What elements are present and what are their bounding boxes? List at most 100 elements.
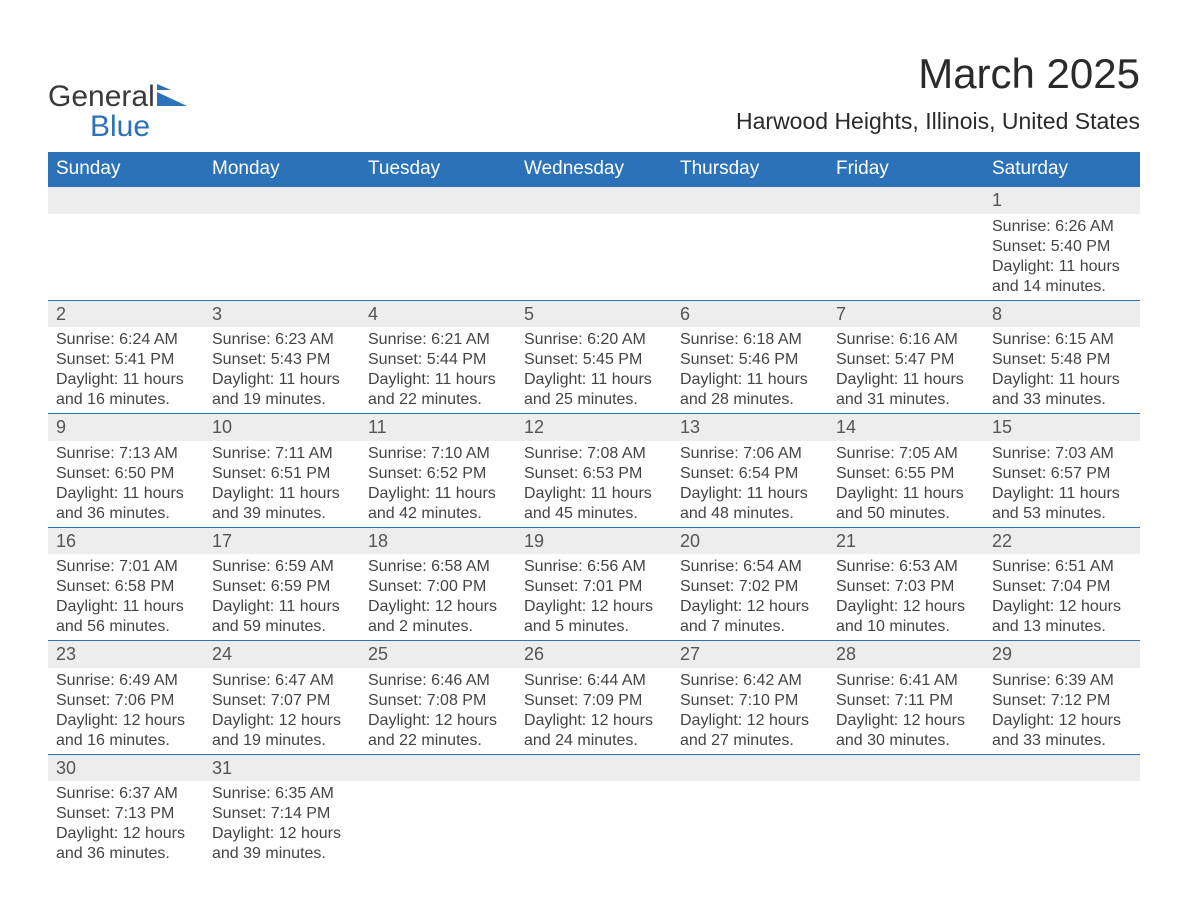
calendar-page: General Blue March 2025 Harwood Heights,…: [0, 0, 1188, 887]
sunset-text: Sunset: 6:53 PM: [524, 464, 664, 484]
day-number: 1: [992, 190, 1002, 210]
sunset-text: Sunset: 6:57 PM: [992, 464, 1132, 484]
day-number-cell: 8: [984, 300, 1140, 327]
day-number-cell: [516, 754, 672, 781]
daynum-row: 16171819202122: [48, 527, 1140, 554]
day-number-cell: 13: [672, 414, 828, 441]
daylight-text-2: and 53 minutes.: [992, 504, 1132, 524]
day-number: 23: [56, 644, 76, 664]
daylight-text-2: and 5 minutes.: [524, 617, 664, 637]
day-number: 22: [992, 531, 1012, 551]
day-number-cell: 16: [48, 527, 204, 554]
sunrise-text: Sunrise: 6:51 AM: [992, 557, 1132, 577]
day-number-cell: 26: [516, 641, 672, 668]
day-number-cell: [516, 187, 672, 214]
sunrise-text: Sunrise: 7:11 AM: [212, 444, 352, 464]
day-detail-cell: Sunrise: 6:54 AMSunset: 7:02 PMDaylight:…: [672, 554, 828, 641]
sunrise-text: Sunrise: 7:03 AM: [992, 444, 1132, 464]
daylight-text-1: Daylight: 11 hours: [212, 484, 352, 504]
sunset-text: Sunset: 6:55 PM: [836, 464, 976, 484]
sunset-text: Sunset: 7:13 PM: [56, 804, 196, 824]
day-number: 4: [368, 304, 378, 324]
weekday-header: Sunday: [48, 152, 204, 187]
details-row: Sunrise: 6:24 AMSunset: 5:41 PMDaylight:…: [48, 327, 1140, 414]
daylight-text-2: and 30 minutes.: [836, 731, 976, 751]
day-detail-cell: Sunrise: 6:21 AMSunset: 5:44 PMDaylight:…: [360, 327, 516, 414]
daylight-text-1: Daylight: 11 hours: [212, 597, 352, 617]
sunset-text: Sunset: 7:04 PM: [992, 577, 1132, 597]
month-title: March 2025: [736, 50, 1140, 98]
day-detail-cell: Sunrise: 7:06 AMSunset: 6:54 PMDaylight:…: [672, 441, 828, 528]
day-detail-cell: Sunrise: 6:39 AMSunset: 7:12 PMDaylight:…: [984, 668, 1140, 755]
day-number: 8: [992, 304, 1002, 324]
sunset-text: Sunset: 7:07 PM: [212, 691, 352, 711]
sunrise-text: Sunrise: 6:42 AM: [680, 671, 820, 691]
day-number: 6: [680, 304, 690, 324]
sunrise-text: Sunrise: 6:39 AM: [992, 671, 1132, 691]
sunset-text: Sunset: 5:40 PM: [992, 237, 1132, 257]
daylight-text-2: and 19 minutes.: [212, 390, 352, 410]
sunset-text: Sunset: 7:09 PM: [524, 691, 664, 711]
day-number: 17: [212, 531, 232, 551]
daylight-text-2: and 39 minutes.: [212, 844, 352, 864]
daylight-text-2: and 33 minutes.: [992, 731, 1132, 751]
daylight-text-2: and 42 minutes.: [368, 504, 508, 524]
day-detail-cell: Sunrise: 6:26 AMSunset: 5:40 PMDaylight:…: [984, 214, 1140, 301]
day-number-cell: [828, 187, 984, 214]
daylight-text-1: Daylight: 12 hours: [524, 711, 664, 731]
day-number-cell: [360, 187, 516, 214]
day-number-cell: 29: [984, 641, 1140, 668]
daylight-text-2: and 33 minutes.: [992, 390, 1132, 410]
daylight-text-1: Daylight: 11 hours: [368, 484, 508, 504]
day-number-cell: [48, 187, 204, 214]
daylight-text-2: and 56 minutes.: [56, 617, 196, 637]
day-number: 29: [992, 644, 1012, 664]
sunrise-text: Sunrise: 7:05 AM: [836, 444, 976, 464]
sunrise-text: Sunrise: 6:44 AM: [524, 671, 664, 691]
daylight-text-2: and 19 minutes.: [212, 731, 352, 751]
day-detail-cell: Sunrise: 7:13 AMSunset: 6:50 PMDaylight:…: [48, 441, 204, 528]
weekday-header: Wednesday: [516, 152, 672, 187]
daylight-text-2: and 45 minutes.: [524, 504, 664, 524]
day-number: 5: [524, 304, 534, 324]
daylight-text-2: and 39 minutes.: [212, 504, 352, 524]
day-detail-cell: [360, 781, 516, 867]
brand-word-1: General: [48, 80, 155, 113]
day-detail-cell: Sunrise: 7:03 AMSunset: 6:57 PMDaylight:…: [984, 441, 1140, 528]
daylight-text-1: Daylight: 11 hours: [368, 370, 508, 390]
day-number: 27: [680, 644, 700, 664]
sunrise-text: Sunrise: 6:56 AM: [524, 557, 664, 577]
daylight-text-1: Daylight: 12 hours: [212, 711, 352, 731]
daynum-row: 9101112131415: [48, 414, 1140, 441]
day-detail-cell: Sunrise: 6:44 AMSunset: 7:09 PMDaylight:…: [516, 668, 672, 755]
day-number: 13: [680, 417, 700, 437]
sunrise-text: Sunrise: 6:49 AM: [56, 671, 196, 691]
day-detail-cell: Sunrise: 6:49 AMSunset: 7:06 PMDaylight:…: [48, 668, 204, 755]
sunrise-text: Sunrise: 6:16 AM: [836, 330, 976, 350]
daylight-text-2: and 13 minutes.: [992, 617, 1132, 637]
day-detail-cell: Sunrise: 6:23 AMSunset: 5:43 PMDaylight:…: [204, 327, 360, 414]
day-detail-cell: Sunrise: 6:42 AMSunset: 7:10 PMDaylight:…: [672, 668, 828, 755]
day-number-cell: 2: [48, 300, 204, 327]
day-number: 15: [992, 417, 1012, 437]
daylight-text-2: and 31 minutes.: [836, 390, 976, 410]
day-detail-cell: Sunrise: 7:10 AMSunset: 6:52 PMDaylight:…: [360, 441, 516, 528]
day-number: 14: [836, 417, 856, 437]
day-number-cell: 30: [48, 754, 204, 781]
day-number: 16: [56, 531, 76, 551]
title-block: March 2025 Harwood Heights, Illinois, Un…: [736, 50, 1140, 135]
day-detail-cell: Sunrise: 6:16 AMSunset: 5:47 PMDaylight:…: [828, 327, 984, 414]
day-number: 31: [212, 758, 232, 778]
sunrise-text: Sunrise: 6:54 AM: [680, 557, 820, 577]
sunrise-text: Sunrise: 6:21 AM: [368, 330, 508, 350]
daylight-text-2: and 28 minutes.: [680, 390, 820, 410]
daylight-text-1: Daylight: 11 hours: [524, 484, 664, 504]
daylight-text-1: Daylight: 12 hours: [368, 711, 508, 731]
sunset-text: Sunset: 7:12 PM: [992, 691, 1132, 711]
daylight-text-2: and 36 minutes.: [56, 504, 196, 524]
details-row: Sunrise: 7:01 AMSunset: 6:58 PMDaylight:…: [48, 554, 1140, 641]
day-number-cell: 31: [204, 754, 360, 781]
daylight-text-2: and 24 minutes.: [524, 731, 664, 751]
day-number-cell: 7: [828, 300, 984, 327]
day-number: 9: [56, 417, 66, 437]
